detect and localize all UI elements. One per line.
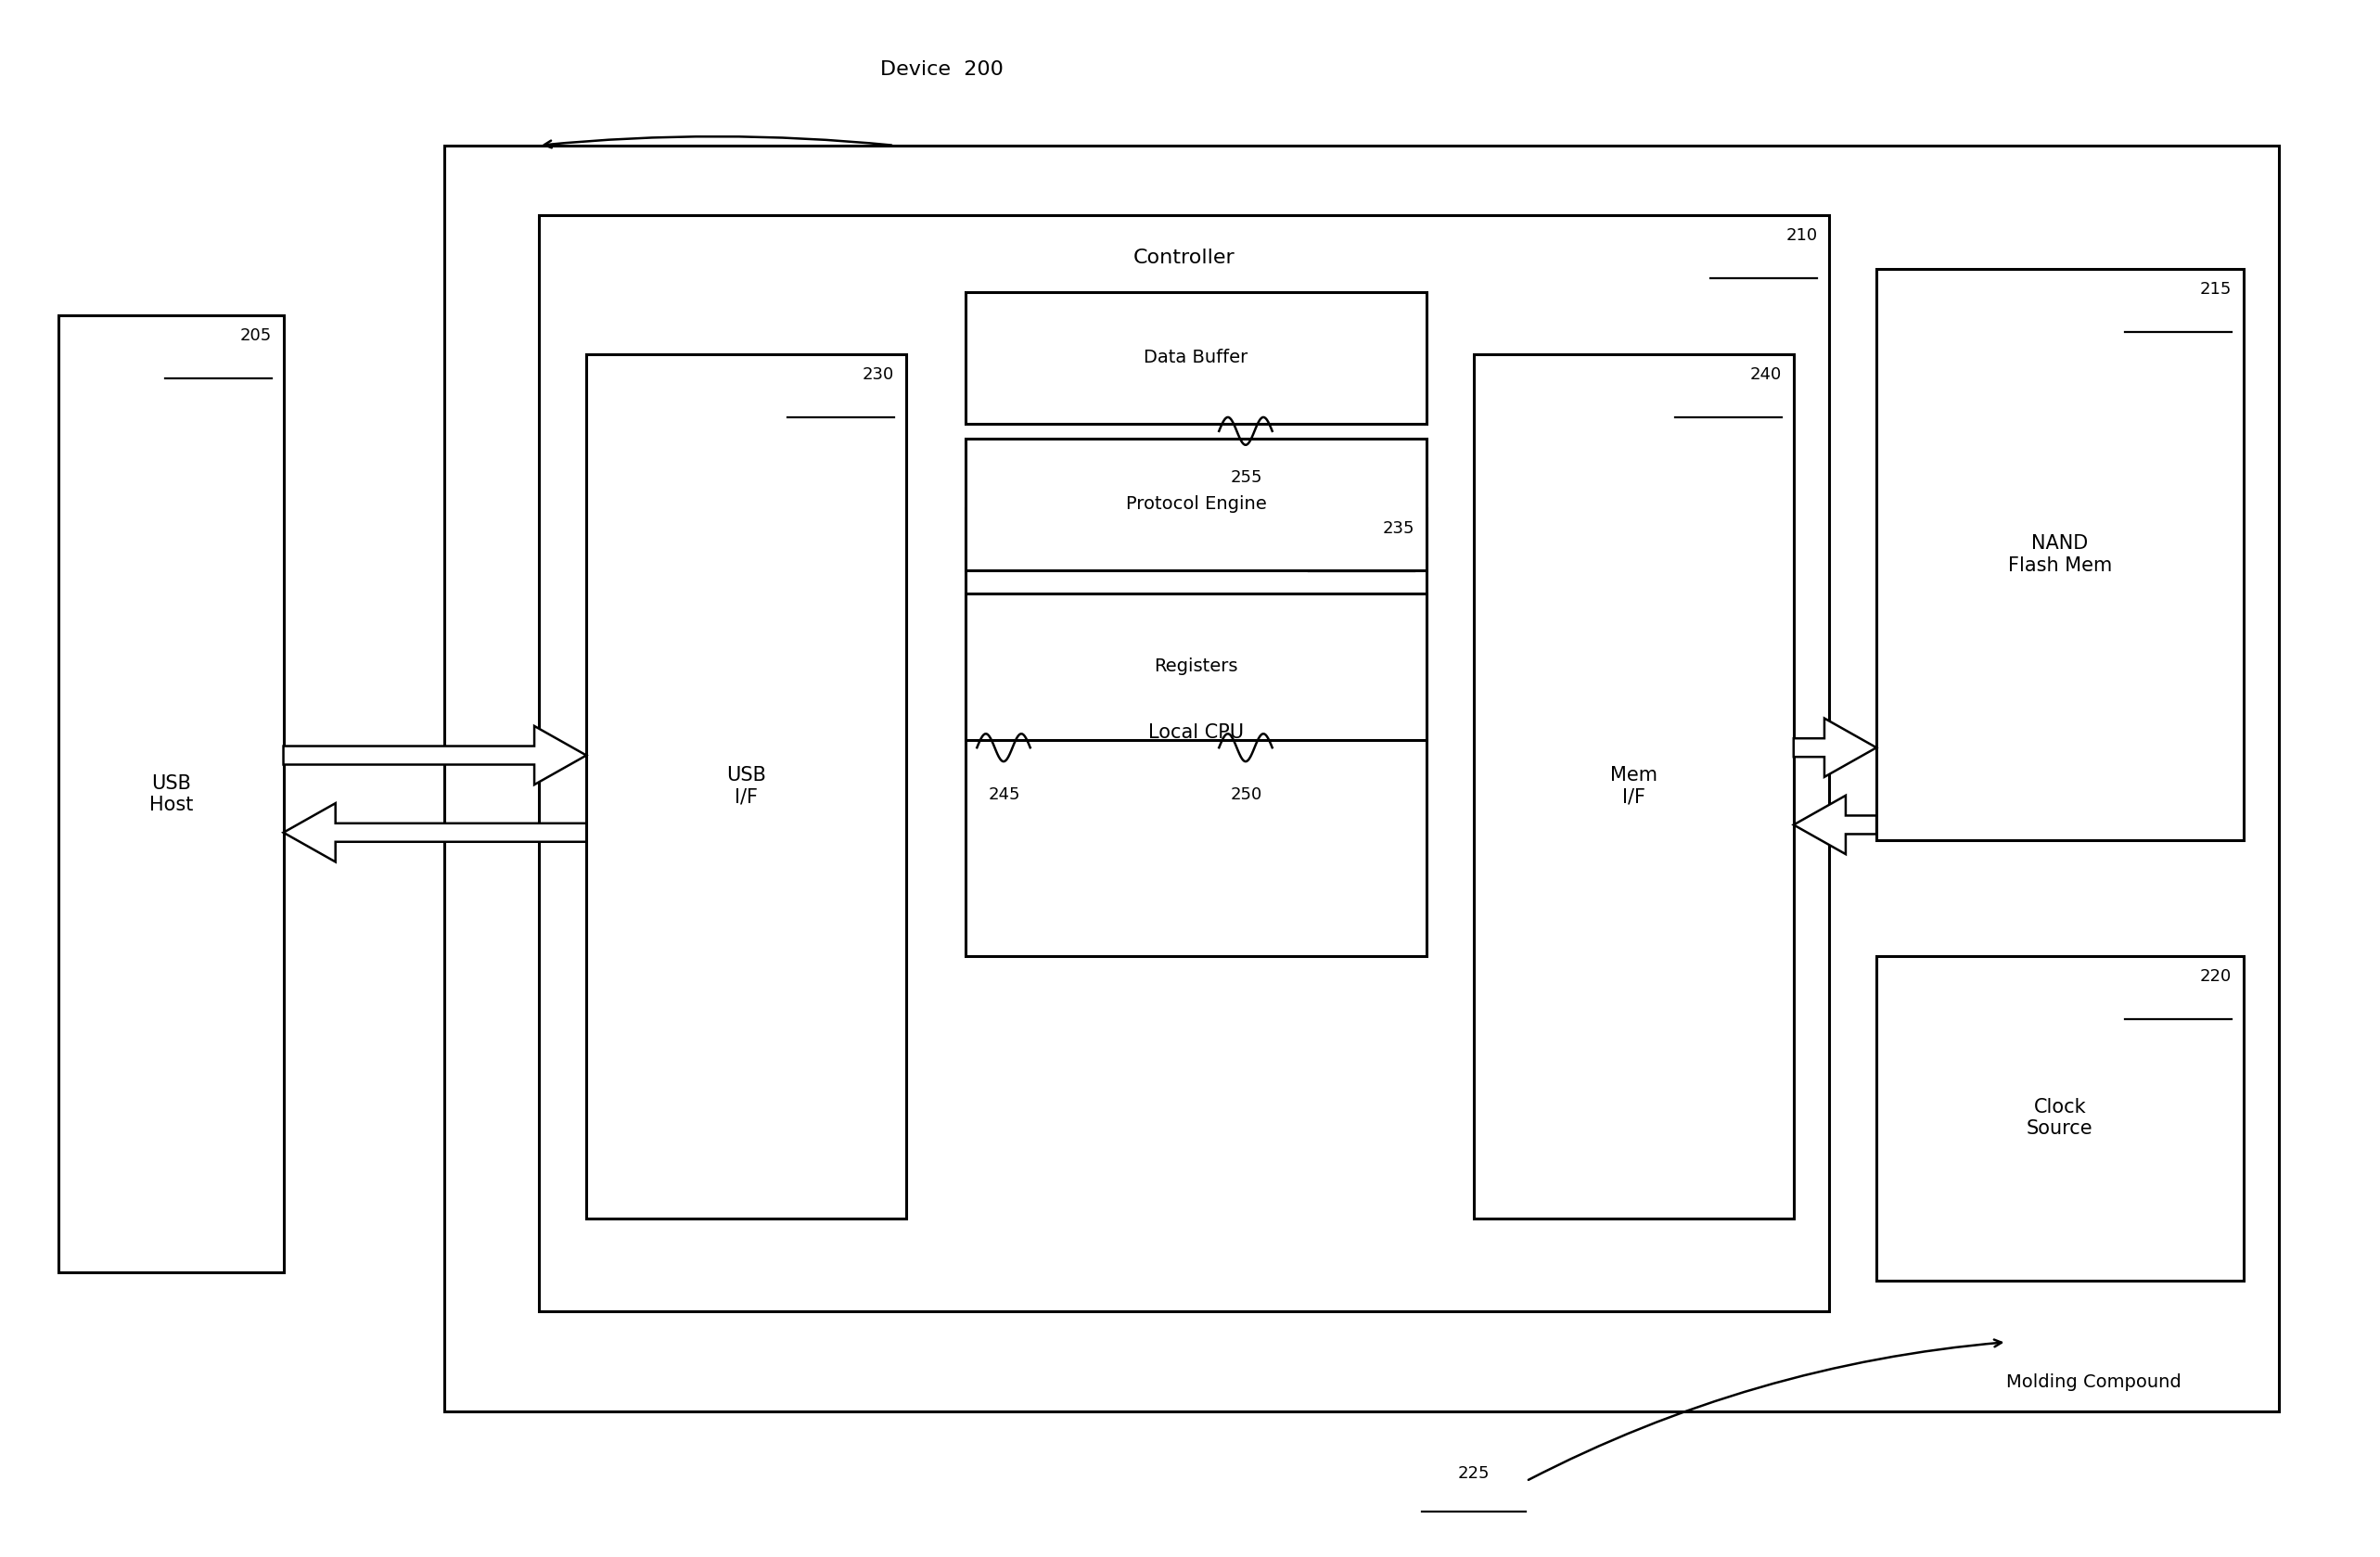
Text: 240: 240 — [1749, 366, 1783, 383]
Text: 255: 255 — [1230, 470, 1264, 486]
Polygon shape — [283, 726, 585, 785]
Text: 215: 215 — [2199, 282, 2232, 297]
Text: Mem
I/F: Mem I/F — [1611, 766, 1656, 807]
Text: Registers: Registers — [1154, 657, 1238, 676]
Text: 250: 250 — [1230, 786, 1264, 803]
Text: 205: 205 — [240, 327, 271, 344]
Text: 245: 245 — [988, 786, 1021, 803]
Bar — [445, 145, 2280, 1412]
Bar — [585, 353, 907, 1219]
Text: NAND
Flash Mem: NAND Flash Mem — [2009, 534, 2111, 575]
Bar — [966, 593, 1426, 740]
Text: Clock
Source: Clock Source — [2028, 1098, 2092, 1138]
Text: Molding Compound: Molding Compound — [2006, 1373, 2182, 1390]
Text: USB
Host: USB Host — [150, 774, 193, 814]
Bar — [966, 508, 1426, 956]
Bar — [966, 439, 1426, 570]
Text: Local CPU: Local CPU — [1147, 722, 1245, 741]
Text: 210: 210 — [1785, 227, 1818, 244]
Text: 235: 235 — [1383, 520, 1414, 537]
Text: USB
I/F: USB I/F — [726, 766, 766, 807]
Text: Data Buffer: Data Buffer — [1145, 349, 1247, 366]
Text: 220: 220 — [2199, 968, 2232, 986]
Bar — [966, 293, 1426, 424]
Bar — [538, 215, 1830, 1311]
Bar — [60, 315, 283, 1272]
Text: Protocol Engine: Protocol Engine — [1126, 495, 1266, 514]
Text: Device  200: Device 200 — [881, 61, 1002, 79]
Polygon shape — [1795, 718, 1875, 777]
Bar — [1875, 956, 2244, 1280]
Bar — [1875, 269, 2244, 841]
Polygon shape — [1795, 796, 1875, 855]
Bar — [1473, 353, 1795, 1219]
Polygon shape — [283, 803, 585, 863]
Text: 230: 230 — [862, 366, 895, 383]
Text: Controller: Controller — [1133, 249, 1235, 268]
Text: 225: 225 — [1459, 1465, 1490, 1482]
